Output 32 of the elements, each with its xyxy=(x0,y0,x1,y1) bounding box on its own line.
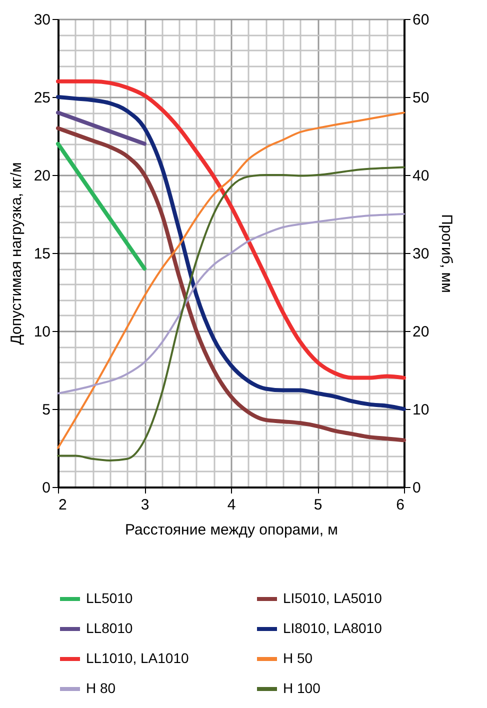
legend-label: H 80 xyxy=(86,680,116,696)
legend-label: H 50 xyxy=(283,650,313,666)
x-tick-label: 4 xyxy=(227,496,236,514)
x-tick-label: 6 xyxy=(396,496,404,514)
y-tick-label: 10 xyxy=(34,324,50,340)
y-tick-label: 0 xyxy=(42,480,50,496)
legend-label: LL5010 xyxy=(86,590,133,606)
legend-label: LL8010 xyxy=(86,620,133,636)
y2-tick-label: 40 xyxy=(412,168,430,184)
legend-label: H 100 xyxy=(283,680,321,696)
y2-tick-label: 20 xyxy=(412,324,430,340)
y2-tick-label: 0 xyxy=(412,480,421,496)
y2-tick-label: 30 xyxy=(412,246,430,262)
y2-tick-label: 10 xyxy=(412,402,430,418)
y2-tick-label: 50 xyxy=(412,90,430,106)
y-tick-label: 20 xyxy=(34,168,50,184)
x-axis-title: Расстояние между опорами, м xyxy=(125,522,338,538)
y-axis-title: Допустимая нагрузка, кг/м xyxy=(8,162,25,345)
legend-label: LL1010, LA1010 xyxy=(86,650,189,666)
x-tick-label: 2 xyxy=(58,496,67,514)
x-tick-label: 5 xyxy=(314,496,322,514)
legend-label: LI8010, LA8010 xyxy=(283,620,382,636)
y2-axis-title: Прогиб, мм xyxy=(438,214,456,293)
line-series xyxy=(57,213,405,394)
y-tick-label: 25 xyxy=(34,90,50,106)
legend-label: LI5010, LA5010 xyxy=(283,590,382,606)
y2-tick-label: 60 xyxy=(412,12,430,28)
y-tick-label: 30 xyxy=(34,12,50,28)
y-tick-label: 5 xyxy=(42,402,50,418)
line-series xyxy=(57,166,405,462)
x-tick-label: 3 xyxy=(140,496,150,514)
y-tick-label: 15 xyxy=(34,246,50,262)
